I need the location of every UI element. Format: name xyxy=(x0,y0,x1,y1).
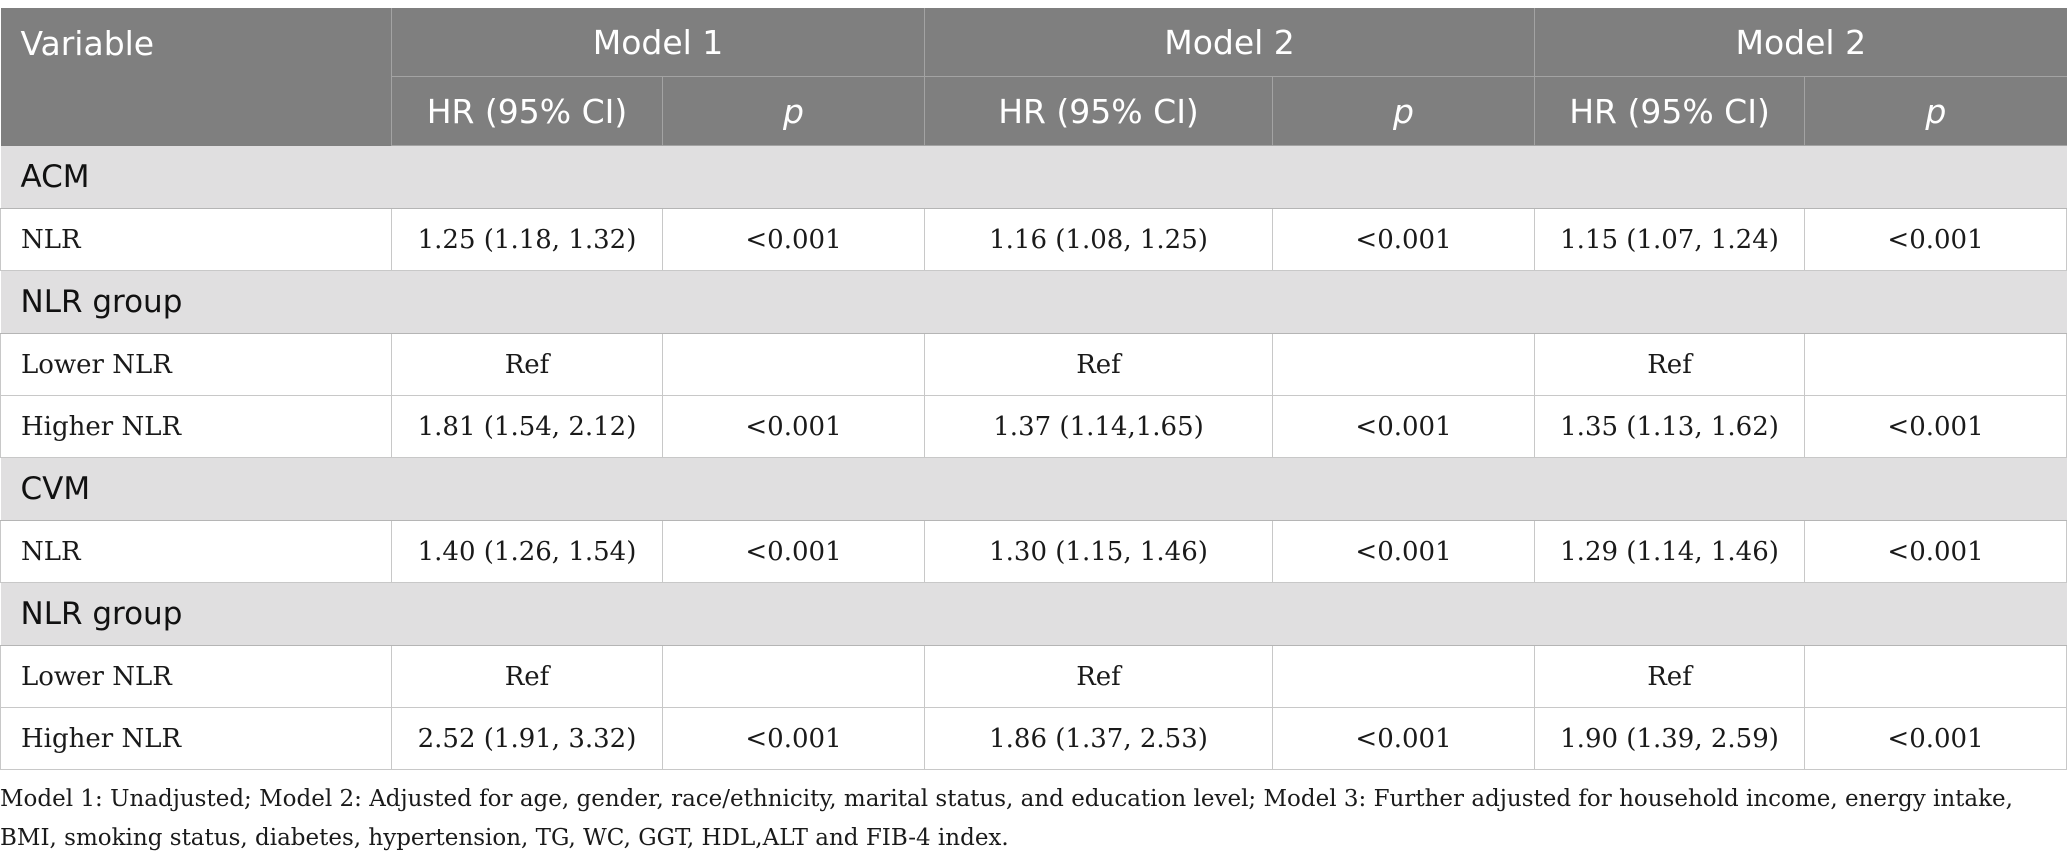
table-cell: Ref xyxy=(391,333,663,396)
table-cell: 1.81 (1.54, 2.12) xyxy=(391,395,663,458)
table-cell xyxy=(1272,645,1535,708)
table-cell xyxy=(661,333,925,396)
row-label: NLR xyxy=(0,520,392,583)
section-row: ACM xyxy=(0,145,2067,209)
section-title: CVM xyxy=(0,457,2067,521)
table-footnote: Model 1: Unadjusted; Model 2: Adjusted f… xyxy=(0,786,2013,851)
hr-header: HR (95% CI) xyxy=(924,76,1273,146)
section-row: CVM xyxy=(0,457,2067,521)
table-cell: 1.25 (1.18, 1.32) xyxy=(391,208,663,271)
hazard-ratio-table: Variable Model 1 Model 2 Model 2 HR (95%… xyxy=(0,8,2067,770)
table-cell: Ref xyxy=(924,645,1273,708)
table-cell: <0.001 xyxy=(1804,520,2067,583)
model-1-header: Model 1 xyxy=(390,8,925,77)
table-cell: 1.35 (1.13, 1.62) xyxy=(1534,395,1805,458)
table-cell: 1.15 (1.07, 1.24) xyxy=(1534,208,1805,271)
table-cell xyxy=(661,645,925,708)
variable-header: Variable xyxy=(0,8,392,146)
table-cell: Ref xyxy=(391,645,663,708)
table-cell: <0.001 xyxy=(1272,208,1535,271)
model-2-header: Model 2 xyxy=(924,8,1535,77)
table-cell: <0.001 xyxy=(1804,395,2067,458)
hr-header: HR (95% CI) xyxy=(391,76,663,146)
row-label: Higher NLR xyxy=(0,395,392,458)
table-cell xyxy=(1804,333,2067,396)
table-cell: 1.40 (1.26, 1.54) xyxy=(391,520,663,583)
table-cell xyxy=(1272,333,1535,396)
header-row-models: Variable Model 1 Model 2 Model 2 xyxy=(0,8,2067,146)
table-row: NLR 1.40 (1.26, 1.54) <0.001 1.30 (1.15,… xyxy=(0,520,2067,583)
p-header: p xyxy=(1804,76,2067,146)
table-row: Higher NLR 1.81 (1.54, 2.12) <0.001 1.37… xyxy=(0,395,2067,458)
table-cell: Ref xyxy=(1534,645,1805,708)
section-row: NLR group xyxy=(0,270,2067,334)
table-cell: Ref xyxy=(1534,333,1805,396)
table-cell: <0.001 xyxy=(661,707,925,770)
table-cell: 1.90 (1.39, 2.59) xyxy=(1534,707,1805,770)
table-cell: <0.001 xyxy=(1272,707,1535,770)
table-cell: 1.30 (1.15, 1.46) xyxy=(924,520,1273,583)
table-cell: <0.001 xyxy=(661,520,925,583)
table-cell xyxy=(1804,645,2067,708)
table-cell: <0.001 xyxy=(1272,520,1535,583)
row-label: Higher NLR xyxy=(0,707,392,770)
table-cell: <0.001 xyxy=(661,395,925,458)
table-row: Lower NLR Ref Ref Ref xyxy=(0,645,2067,708)
table-cell: 2.52 (1.91, 3.32) xyxy=(391,707,663,770)
p-header: p xyxy=(661,76,925,146)
p-header: p xyxy=(1272,76,1535,146)
section-title: NLR group xyxy=(0,270,2067,334)
table-cell: 1.16 (1.08, 1.25) xyxy=(924,208,1273,271)
table-cell: 1.86 (1.37, 2.53) xyxy=(924,707,1273,770)
row-label: Lower NLR xyxy=(0,645,392,708)
header-row-subcolumns: HR (95% CI) p HR (95% CI) p HR (95% CI) … xyxy=(1,76,2067,146)
section-title: NLR group xyxy=(0,582,2067,646)
section-title: ACM xyxy=(0,145,2067,209)
table-row: Higher NLR 2.52 (1.91, 3.32) <0.001 1.86… xyxy=(0,707,2067,770)
table-cell: <0.001 xyxy=(661,208,925,271)
table-cell: 1.37 (1.14,1.65) xyxy=(924,395,1273,458)
row-label: Lower NLR xyxy=(0,333,392,396)
row-label: NLR xyxy=(0,208,392,271)
table-cell: <0.001 xyxy=(1804,707,2067,770)
model-3-header: Model 2 xyxy=(1534,8,2067,77)
table-row: NLR 1.25 (1.18, 1.32) <0.001 1.16 (1.08,… xyxy=(0,208,2067,271)
table-cell: Ref xyxy=(924,333,1273,396)
table-cell: <0.001 xyxy=(1804,208,2067,271)
hr-header: HR (95% CI) xyxy=(1534,76,1805,146)
section-row: NLR group xyxy=(0,582,2067,646)
table-container: Variable Model 1 Model 2 Model 2 HR (95%… xyxy=(0,8,2067,770)
table-row: Lower NLR Ref Ref Ref xyxy=(0,333,2067,396)
table-cell: <0.001 xyxy=(1272,395,1535,458)
table-cell: 1.29 (1.14, 1.46) xyxy=(1534,520,1805,583)
